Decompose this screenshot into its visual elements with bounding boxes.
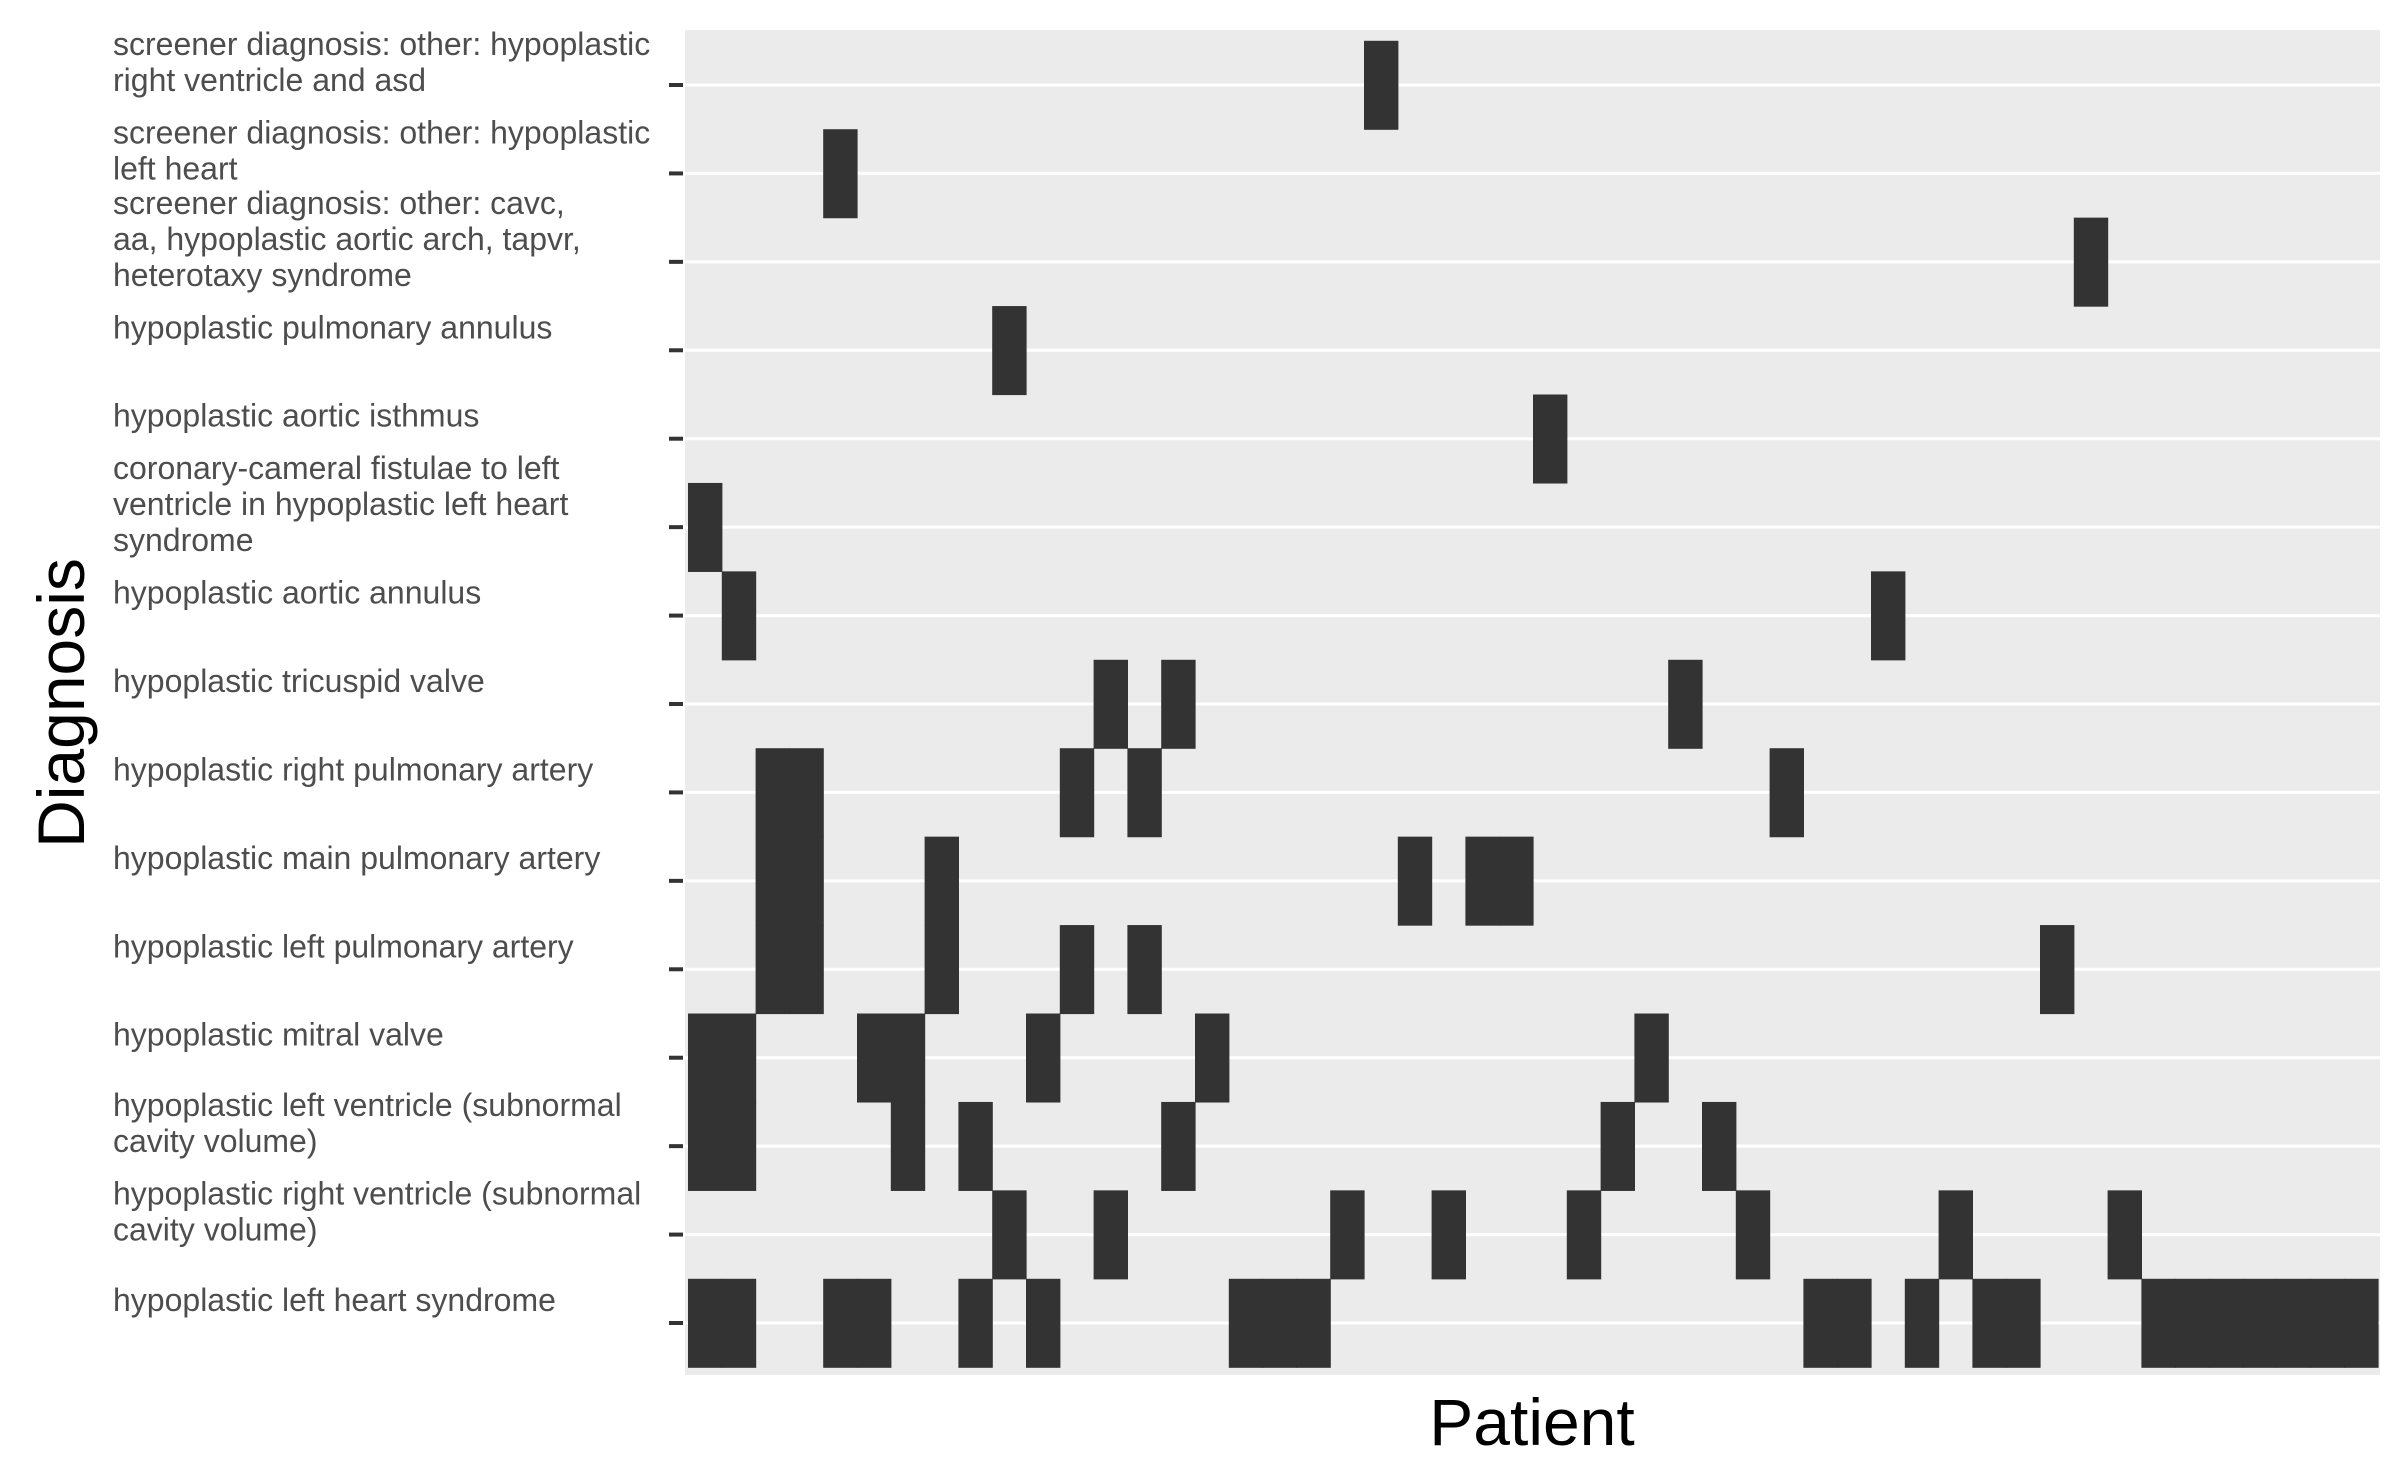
heatmap-cell <box>1938 1190 1973 1280</box>
y-tick-label: coronary-cameral fistulae to left ventric… <box>113 450 568 558</box>
y-tick-label: hypoplastic left ventricle (subnormal cav… <box>113 1087 622 1159</box>
heatmap-cell <box>1972 1278 2007 1368</box>
heatmap-cell <box>1397 836 1433 926</box>
heatmap-cell <box>688 482 723 572</box>
heatmap-cell <box>2073 217 2109 307</box>
heatmap-cell <box>789 925 824 1015</box>
heatmap-cell <box>857 1278 892 1368</box>
heatmap-cell <box>1093 659 1128 749</box>
heatmap-cell <box>2040 925 2075 1015</box>
heatmap-cell <box>992 1190 1027 1280</box>
y-tick-label: hypoplastic pulmonary annulus <box>113 309 552 345</box>
heatmap-cell <box>1330 1190 1365 1280</box>
heatmap-cell <box>1262 1278 1297 1368</box>
heatmap-cell <box>1871 571 1906 661</box>
heatmap-cell <box>2276 1278 2311 1368</box>
heatmap-cell <box>890 1101 926 1191</box>
heatmap-cell <box>2107 1190 2142 1280</box>
heatmap-cell <box>1059 925 1095 1015</box>
heatmap-cell <box>688 1278 723 1368</box>
heatmap-cell <box>924 925 959 1015</box>
heatmap-cell <box>1296 1278 1331 1368</box>
heatmap-cell <box>789 748 824 838</box>
heatmap-cell <box>1364 40 1399 130</box>
y-tick-label: hypoplastic mitral valve <box>113 1017 444 1053</box>
heatmap-cell <box>755 836 790 926</box>
heatmap-cell <box>1803 1278 1838 1368</box>
heatmap-cell <box>1769 748 1804 838</box>
x-axis-title: Patient <box>1429 1385 1634 1459</box>
y-tick-label: screener diagnosis: other: hypoplastic ri… <box>113 26 650 98</box>
heatmap-cell <box>755 748 790 838</box>
heatmap-cell <box>1195 1013 1230 1103</box>
heatmap-cell <box>789 836 824 926</box>
heatmap-cell <box>1127 748 1162 838</box>
y-axis-ticks <box>669 83 683 1325</box>
y-tick-label: hypoplastic main pulmonary artery <box>113 840 600 876</box>
heatmap-cell <box>1904 1278 1940 1368</box>
heatmap-cell <box>1634 1013 1669 1103</box>
heatmap-cell <box>1026 1013 1061 1103</box>
y-tick-label: screener diagnosis: other: hypoplastic le… <box>113 114 650 186</box>
y-tick-label: hypoplastic left heart syndrome <box>113 1282 556 1318</box>
heatmap-cell <box>1465 836 1500 926</box>
y-tick-label: hypoplastic right pulmonary artery <box>113 751 593 787</box>
heatmap-cell <box>1566 1190 1602 1280</box>
heatmap-cell <box>1499 836 1534 926</box>
heatmap-cell <box>1600 1101 1635 1191</box>
heatmap-cell <box>2141 1278 2176 1368</box>
heatmap-cell <box>958 1101 993 1191</box>
heatmap-cell <box>2344 1278 2379 1368</box>
heatmap-cell <box>890 1013 926 1103</box>
heatmap-cell <box>1533 394 1568 484</box>
heatmap-cell <box>688 1013 723 1103</box>
y-tick-label: hypoplastic left pulmonary artery <box>113 928 574 964</box>
heatmap-cell <box>755 925 790 1015</box>
heatmap-cell <box>2242 1278 2278 1368</box>
heatmap-cell <box>1161 1101 1196 1191</box>
heatmap-cell <box>823 129 858 219</box>
heatmap-cell <box>1026 1278 1061 1368</box>
heatmap-cell <box>1059 748 1095 838</box>
heatmap-cell <box>1127 925 1162 1015</box>
heatmap-cell <box>1735 1190 1771 1280</box>
heatmap-cell <box>688 1101 723 1191</box>
heatmap-cell <box>1668 659 1703 749</box>
heatmap-cell <box>1702 1101 1737 1191</box>
heatmap-cell <box>958 1278 993 1368</box>
y-axis-title: Diagnosis <box>24 558 98 848</box>
y-tick-label: hypoplastic aortic isthmus <box>113 398 479 434</box>
heatmap-cell <box>1093 1190 1128 1280</box>
heatmap-cell <box>721 571 757 661</box>
heatmap-cell <box>721 1278 757 1368</box>
y-tick-label: hypoplastic right ventricle (subnormal ca… <box>113 1176 641 1248</box>
heatmap-cell <box>1228 1278 1264 1368</box>
y-tick-label: hypoplastic tricuspid valve <box>113 663 485 699</box>
heatmap-cell <box>857 1013 892 1103</box>
heatmap-cell <box>2175 1278 2210 1368</box>
heatmap-cell <box>721 1101 757 1191</box>
heatmap-cell <box>2310 1278 2345 1368</box>
y-axis-tick-labels: screener diagnosis: other: hypoplastic ri… <box>113 26 650 1318</box>
heatmap-cell <box>1837 1278 1872 1368</box>
heatmap-cell <box>823 1278 858 1368</box>
y-tick-label: hypoplastic aortic annulus <box>113 575 481 611</box>
heatmap-cell <box>721 1013 757 1103</box>
heatmap-cell <box>1431 1190 1466 1280</box>
heatmap-cell <box>2209 1278 2244 1368</box>
heatmap-cell <box>992 306 1027 396</box>
heatmap-cell <box>1161 659 1196 749</box>
y-tick-label: screener diagnosis: other: cavc, aa, hypo… <box>113 185 581 293</box>
heatmap-cell <box>2006 1278 2041 1368</box>
heatmap-cell <box>924 836 959 926</box>
heatmap-cells <box>688 40 2379 1368</box>
